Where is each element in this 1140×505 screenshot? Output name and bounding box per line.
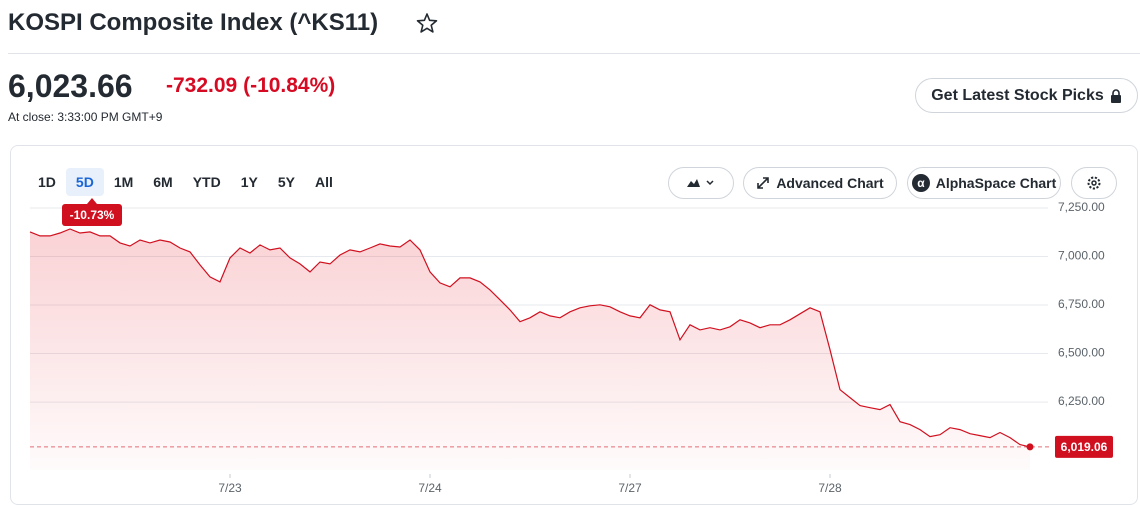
button-label: AlphaSpace Chart xyxy=(935,175,1057,191)
range-button[interactable]: All xyxy=(314,174,333,190)
divider xyxy=(8,53,1140,54)
y-tick-label: 6,250.00 xyxy=(1058,394,1105,408)
button-label: Advanced Chart xyxy=(776,175,884,191)
price: 6,023.66 xyxy=(8,68,133,104)
page-title: KOSPI Composite Index (^KS11) xyxy=(8,9,379,36)
price-change: -732.09 (-10.84%) xyxy=(166,74,335,98)
alphaspace-chart-button[interactable]: α AlphaSpace Chart xyxy=(907,167,1061,199)
watch-star[interactable] xyxy=(416,12,438,34)
range-button[interactable]: 1D xyxy=(38,174,56,190)
stock-picks-button[interactable]: Get Latest Stock Picks xyxy=(915,78,1138,113)
range-selector: 1D 5D 1M 6M YTD 1Y 5Y All xyxy=(28,168,343,196)
range-button[interactable]: 5D xyxy=(65,168,104,196)
svg-text:α: α xyxy=(917,176,925,190)
range-button[interactable]: YTD xyxy=(192,174,221,190)
chart-type-button[interactable] xyxy=(668,167,734,199)
change-percent: (-10.84%) xyxy=(243,74,336,97)
close-time: At close: 3:33:00 PM GMT+9 xyxy=(8,110,163,124)
area-fill xyxy=(30,229,1030,470)
x-tick-label: 7/28 xyxy=(818,481,842,495)
y-tick-label: 6,750.00 xyxy=(1058,297,1105,311)
expand-icon xyxy=(757,177,770,189)
price-line xyxy=(29,228,1031,448)
last-price-label: 6,019.06 xyxy=(1061,440,1108,454)
gear-icon xyxy=(1087,176,1101,190)
x-tick-label: 7/27 xyxy=(618,481,642,495)
x-tick-label: 7/23 xyxy=(218,481,242,495)
range-button[interactable]: 1M xyxy=(113,174,134,190)
y-tick-label: 7,250.00 xyxy=(1058,200,1105,214)
button-label: Get Latest Stock Picks xyxy=(931,86,1104,104)
range-button[interactable]: 5Y xyxy=(277,174,295,190)
chart-type-icon xyxy=(687,179,714,187)
advanced-chart-button[interactable]: Advanced Chart xyxy=(743,167,897,199)
last-point xyxy=(1026,443,1034,451)
y-tick-label: 6,500.00 xyxy=(1058,346,1105,360)
badge-pointer xyxy=(87,198,97,204)
y-tick-label: 7,000.00 xyxy=(1058,249,1105,263)
range-button[interactable]: 1Y xyxy=(240,174,258,190)
lock-icon xyxy=(1110,88,1121,103)
alpha-icon: α xyxy=(911,174,930,192)
last-price-box xyxy=(1055,435,1113,458)
change-badge: -10.73% xyxy=(70,208,115,222)
range-button[interactable]: 6M xyxy=(153,174,173,190)
badge-box xyxy=(62,204,122,226)
settings-button[interactable] xyxy=(1071,167,1117,199)
x-tick-label: 7/24 xyxy=(418,481,442,495)
change: -732.09 xyxy=(166,74,238,97)
